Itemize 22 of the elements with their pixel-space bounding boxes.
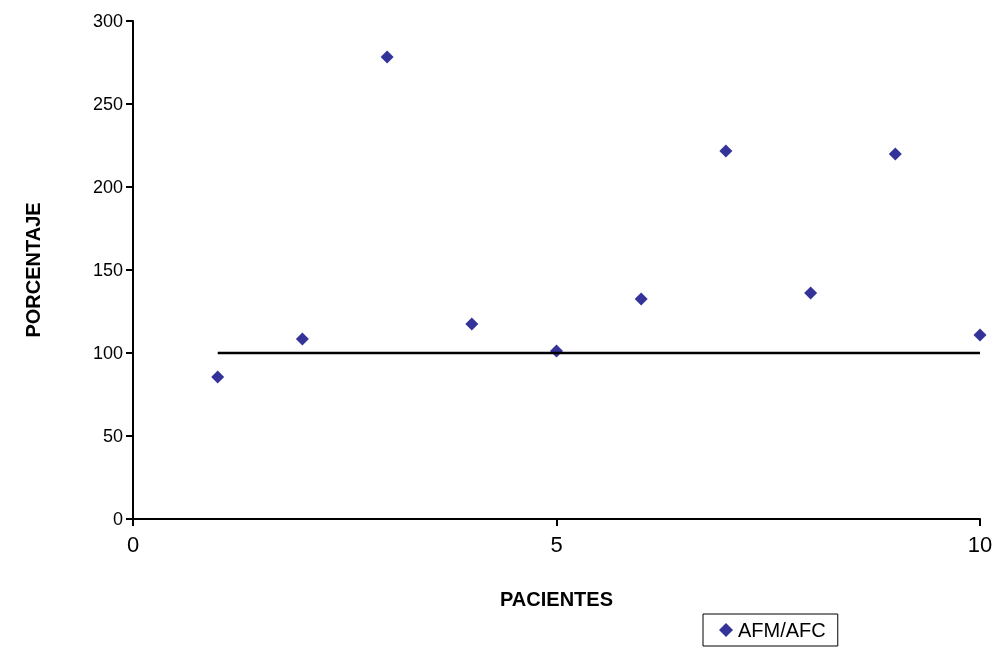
legend-label: AFM/AFC [738, 619, 826, 641]
point [719, 144, 733, 158]
y-tick-label: 300 [92, 11, 123, 31]
y-tick-label: 0 [112, 509, 123, 529]
point [888, 147, 902, 161]
point [295, 332, 309, 346]
point [634, 292, 648, 306]
x-tick-label: 0 [126, 531, 140, 557]
y-tick-label: 200 [92, 177, 123, 197]
y-tick-label: 50 [102, 426, 123, 446]
point [804, 286, 818, 300]
point [211, 370, 225, 384]
x-tick-label: 10 [967, 531, 993, 557]
y-tick-label: 150 [92, 260, 123, 280]
x-axis-title: PACIENTES [500, 588, 613, 610]
point [973, 328, 987, 342]
point [380, 50, 394, 64]
y-axis-title: PORCENTAJE [22, 202, 44, 338]
point [465, 317, 479, 331]
x-tick-label: 5 [550, 531, 563, 557]
y-tick-label: 100 [92, 343, 123, 363]
y-tick-label: 250 [92, 94, 123, 114]
